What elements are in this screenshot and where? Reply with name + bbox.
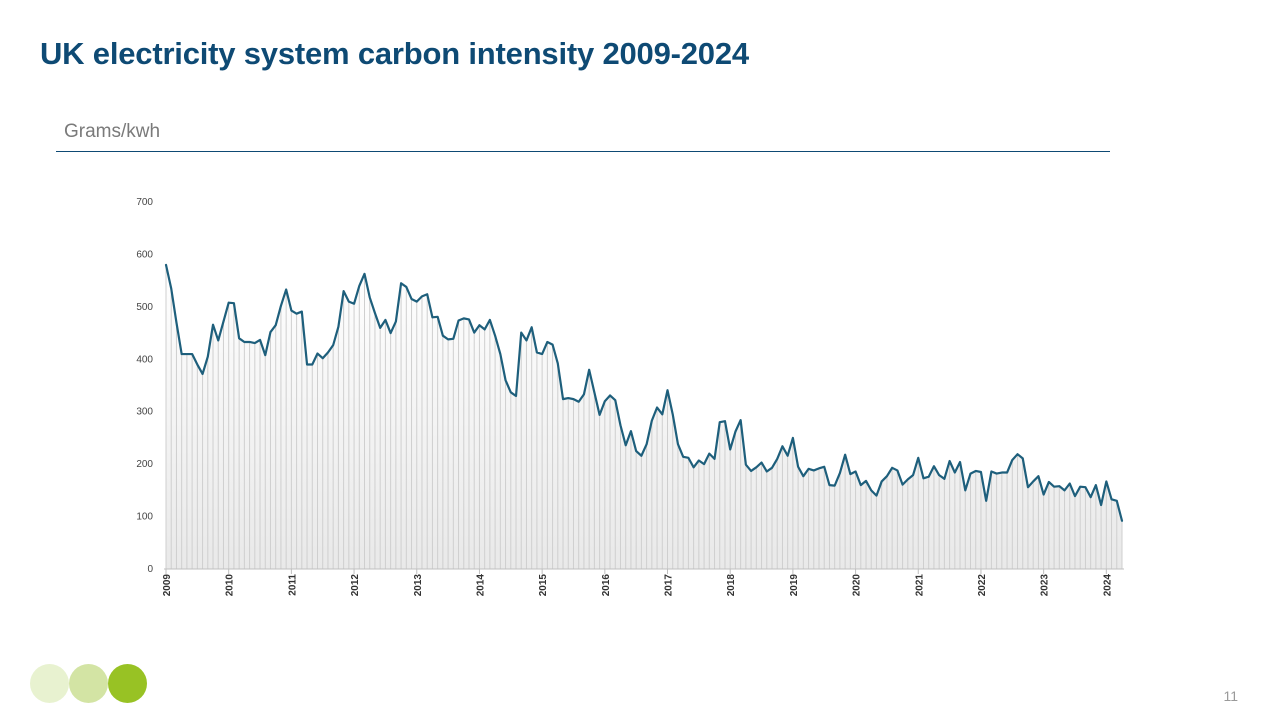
x-tick-label: 2012	[350, 574, 361, 597]
y-tick-label: 600	[136, 249, 153, 260]
x-tick-label: 2015	[538, 574, 549, 597]
carbon-intensity-line	[164, 263, 1124, 522]
x-tick-label: 2020	[852, 574, 863, 597]
y-tick-label: 0	[147, 564, 153, 575]
y-tick-label: 700	[136, 197, 153, 208]
x-tick-label: 2013	[413, 574, 424, 597]
y-tick-label: 300	[136, 407, 153, 418]
plot-area	[166, 264, 1122, 569]
x-tick-label: 2018	[726, 574, 737, 597]
x-tick-label: 2014	[475, 574, 486, 597]
decor-dot-1	[30, 664, 69, 703]
y-tick-label: 100	[136, 512, 153, 523]
x-tick-label: 2019	[789, 574, 800, 597]
series-line	[164, 263, 1124, 522]
x-tick-label: 2009	[162, 574, 173, 597]
unit-label: Grams/kwh	[64, 121, 161, 142]
x-tick-label: 2024	[1102, 574, 1113, 597]
x-tick-label: 2016	[601, 574, 612, 597]
y-tick-label: 400	[136, 354, 153, 365]
decor-dots	[30, 664, 150, 704]
decor-dot-2	[69, 664, 108, 703]
x-tick-label: 2017	[664, 574, 675, 597]
x-tick-label: 2022	[977, 574, 988, 597]
month-strokes	[165, 264, 1123, 569]
area-fill	[166, 264, 1122, 569]
x-tick-label: 2011	[287, 574, 298, 596]
page-number: 11	[1223, 688, 1238, 704]
decor-dot-3	[108, 664, 147, 703]
slide-title: UK electricity system carbon intensity 2…	[40, 36, 749, 71]
x-tick-label: 2010	[225, 574, 236, 597]
y-tick-label: 200	[136, 459, 153, 470]
x-tick-label: 2021	[914, 574, 925, 597]
header-rule	[56, 151, 1110, 152]
chart-axes: 0 100 200 300 400 500 600 700 2009 2010 2011 2012 20…	[136, 197, 1124, 596]
x-tick-label: 2023	[1040, 574, 1051, 597]
y-tick-label: 500	[136, 302, 153, 313]
